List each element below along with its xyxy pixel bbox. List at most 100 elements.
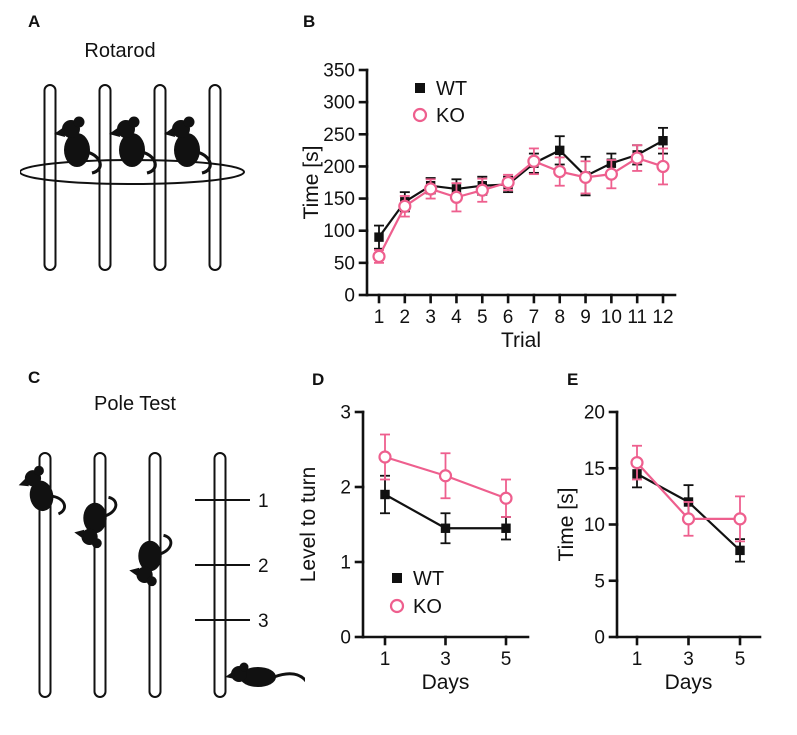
panel-a-letter: A bbox=[28, 12, 41, 31]
marker-circle bbox=[398, 199, 412, 213]
panel-d-letter: D bbox=[312, 370, 325, 389]
y-tick-label: 0 bbox=[344, 286, 355, 307]
legend: WT KO bbox=[389, 568, 444, 618]
y-axis-label: Time [s] bbox=[300, 146, 323, 220]
legend-marker-circle bbox=[389, 598, 405, 614]
marker-square bbox=[374, 232, 384, 242]
series-line bbox=[378, 156, 664, 257]
pole-time-chart: 0 5 10 15 20 1 3 5 Days Time [s] bbox=[555, 403, 762, 694]
marker-circle bbox=[578, 170, 593, 184]
marker-circle bbox=[733, 512, 747, 526]
pole bbox=[213, 452, 227, 698]
y-tick-label: 100 bbox=[323, 221, 355, 242]
mouse-icon bbox=[223, 661, 305, 689]
series-WT bbox=[380, 474, 511, 545]
x-tick-label: 3 bbox=[683, 649, 694, 670]
rotarod-rod bbox=[208, 84, 222, 271]
x-tick-label: 11 bbox=[627, 307, 647, 328]
x-tick-label: 1 bbox=[380, 649, 391, 670]
y-tick-label: 20 bbox=[584, 403, 605, 424]
y-tick-label: 5 bbox=[594, 571, 605, 592]
y-axis-label: Level to turn bbox=[297, 467, 320, 583]
marker-circle bbox=[604, 167, 618, 181]
legend: WT KO bbox=[412, 78, 467, 127]
y-tick-label: 0 bbox=[340, 628, 351, 649]
rotarod-rod bbox=[98, 84, 112, 271]
x-tick-label: 9 bbox=[580, 307, 591, 328]
x-tick-label: 3 bbox=[440, 649, 451, 670]
axes bbox=[354, 410, 530, 646]
marker-circle bbox=[681, 512, 696, 526]
y-tick-label: 1 bbox=[340, 553, 351, 574]
panel-b-letter: B bbox=[303, 12, 316, 31]
panel-e-letter: E bbox=[567, 370, 579, 389]
pole bbox=[93, 452, 107, 698]
x-tick-label: 12 bbox=[652, 307, 673, 328]
legend-label: WT bbox=[436, 78, 467, 100]
legend-label: WT bbox=[413, 568, 444, 590]
y-tick-label: 2 bbox=[340, 478, 351, 499]
x-tick-label: 4 bbox=[451, 307, 462, 328]
marker-square bbox=[735, 545, 745, 556]
rotarod-rod bbox=[153, 84, 167, 271]
x-tick-label: 1 bbox=[632, 649, 643, 670]
panel-c-title: Pole Test bbox=[94, 393, 176, 415]
x-tick-label: 6 bbox=[503, 307, 514, 328]
marker-circle bbox=[475, 183, 489, 197]
x-tick-label: 1 bbox=[374, 307, 385, 328]
rotarod-rod bbox=[43, 84, 57, 271]
y-tick-label: 250 bbox=[323, 125, 355, 146]
mouse-icon bbox=[127, 533, 173, 588]
marker-circle bbox=[501, 175, 515, 190]
mouse-icon bbox=[72, 495, 118, 550]
x-tick-label: 10 bbox=[601, 307, 622, 328]
marker-square bbox=[501, 523, 511, 533]
y-tick-label: 200 bbox=[323, 157, 355, 178]
y-tick-label: 150 bbox=[323, 189, 355, 210]
x-tick-label: 2 bbox=[400, 307, 411, 328]
marker-circle bbox=[630, 151, 644, 165]
series-KO bbox=[378, 433, 513, 518]
y-tick-label: 300 bbox=[323, 93, 355, 114]
axes bbox=[358, 68, 677, 304]
marker-circle bbox=[553, 164, 567, 179]
marker-circle bbox=[438, 469, 453, 483]
y-tick-label: 15 bbox=[584, 459, 605, 480]
y-axis-label: Time [s] bbox=[555, 488, 578, 562]
pole-test-illustration: 1 2 3 bbox=[15, 452, 305, 698]
marker-circle bbox=[499, 491, 513, 505]
y-tick-label: 3 bbox=[340, 403, 351, 424]
x-axis-label: Days bbox=[665, 671, 713, 694]
x-tick-label: 5 bbox=[477, 307, 488, 328]
x-axis-label: Days bbox=[422, 671, 470, 694]
mouse-icon bbox=[162, 114, 212, 175]
pole-level-chart: 0 1 2 3 1 3 5 Days Level to turn WT KO bbox=[297, 403, 530, 694]
x-tick-label: 5 bbox=[735, 649, 746, 670]
marker-circle bbox=[656, 159, 670, 174]
marker-square bbox=[380, 489, 390, 500]
marker-circle bbox=[449, 190, 464, 204]
x-tick-label: 3 bbox=[425, 307, 436, 328]
series-WT bbox=[374, 126, 668, 250]
legend-marker-square bbox=[392, 573, 402, 583]
y-tick-label: 350 bbox=[323, 61, 355, 82]
marker-circle bbox=[630, 456, 644, 470]
x-axis-label: Trial bbox=[501, 329, 541, 352]
pole-mark-label: 3 bbox=[258, 611, 269, 632]
x-tick-label: 7 bbox=[529, 307, 540, 328]
pole bbox=[38, 452, 52, 698]
series-KO bbox=[372, 144, 670, 264]
y-tick-label: 50 bbox=[334, 253, 355, 274]
marker-circle bbox=[372, 249, 386, 264]
marker-circle bbox=[527, 154, 541, 168]
x-tick-label: 8 bbox=[554, 307, 565, 328]
pole-mark-label: 2 bbox=[258, 556, 269, 577]
legend-marker-circle bbox=[412, 107, 428, 123]
axes bbox=[608, 410, 762, 646]
legend-marker-square bbox=[415, 83, 425, 93]
rotarod-illustration bbox=[20, 84, 245, 271]
marker-square bbox=[658, 136, 668, 146]
marker-square bbox=[555, 145, 565, 156]
series-KO bbox=[630, 444, 747, 543]
